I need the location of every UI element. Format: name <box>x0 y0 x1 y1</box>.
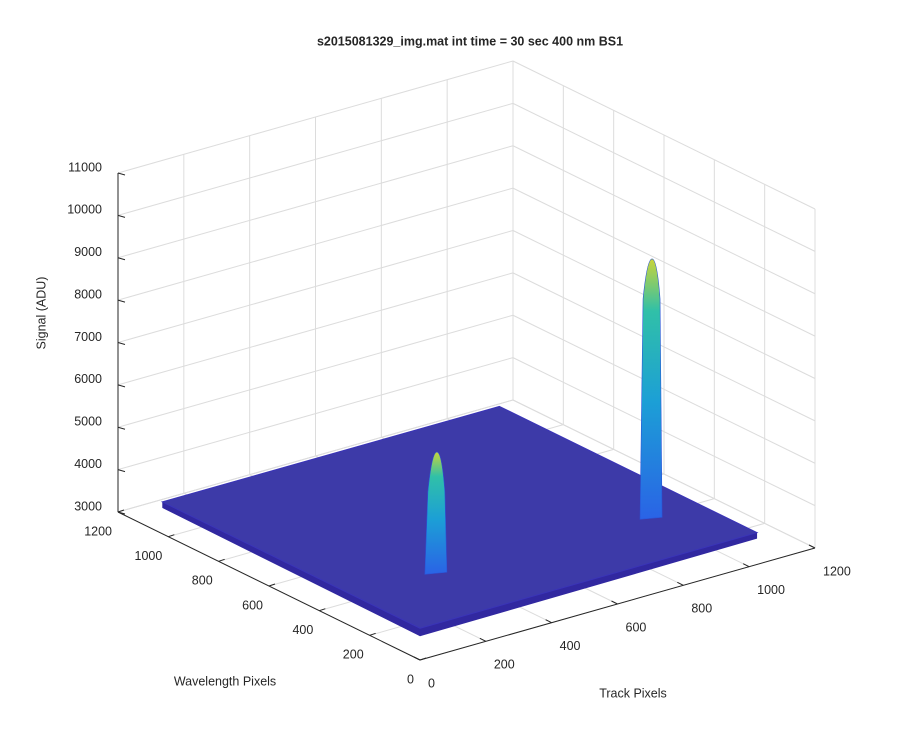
x-tick-label: 600 <box>626 620 647 634</box>
surface-edge <box>162 501 758 637</box>
x-tick-label: 200 <box>494 658 515 672</box>
x-tick-label: 1000 <box>757 583 785 597</box>
z-tick <box>117 511 126 515</box>
grid-line <box>117 399 514 513</box>
z-axis-label: Signal (ADU) <box>34 277 48 350</box>
x-tick-label: 1200 <box>823 564 851 578</box>
chart-title: s2015081329_img.mat int time = 30 sec 40… <box>317 34 623 48</box>
z-tick <box>117 172 126 176</box>
y-tick <box>419 657 427 661</box>
y-tick <box>218 558 225 562</box>
peak <box>424 451 448 575</box>
y-tick <box>117 509 125 513</box>
z-tick <box>117 257 126 261</box>
x-tick <box>611 600 618 605</box>
y-tick-label: 400 <box>292 623 313 637</box>
y-tick-label: 800 <box>192 574 213 588</box>
z-tick <box>117 426 126 430</box>
y-tick-label: 1000 <box>135 549 163 563</box>
z-tick-label: 6000 <box>74 372 102 386</box>
x-tick <box>479 637 487 642</box>
x-tick <box>545 619 552 624</box>
z-tick <box>117 469 126 473</box>
z-tick-label: 4000 <box>74 457 102 471</box>
y-tick <box>319 608 326 612</box>
x-tick-label: 800 <box>691 602 712 616</box>
peak <box>639 258 663 520</box>
x-tick <box>413 656 421 661</box>
y-tick-label: 0 <box>407 672 414 686</box>
y-tick <box>168 534 175 538</box>
z-tick <box>117 299 126 303</box>
x-tick-label: 400 <box>560 639 581 653</box>
y-tick-label: 200 <box>343 648 364 662</box>
z-tick-label: 5000 <box>74 415 102 429</box>
surface <box>160 405 759 629</box>
y-tick-label: 1200 <box>84 524 112 538</box>
z-tick-label: 11000 <box>68 160 102 174</box>
z-tick <box>117 214 126 218</box>
x-tick-label: 0 <box>428 676 435 690</box>
z-tick <box>117 342 126 345</box>
z-tick-label: 7000 <box>74 330 102 344</box>
x-tick <box>742 563 750 568</box>
y-tick <box>369 632 376 636</box>
z-tick-label: 9000 <box>74 245 102 259</box>
y-axis-label: Wavelength Pixels <box>174 674 276 688</box>
z-tick <box>117 384 126 388</box>
z-tick-label: 8000 <box>74 287 102 301</box>
y-tick-label: 600 <box>242 598 263 612</box>
x-tick <box>677 581 684 586</box>
z-tick-label: 10000 <box>67 203 102 217</box>
y-tick <box>268 583 276 587</box>
z-tick-label: 3000 <box>74 499 102 513</box>
x-axis-label: Track Pixels <box>599 686 667 700</box>
x-tick <box>808 544 816 549</box>
